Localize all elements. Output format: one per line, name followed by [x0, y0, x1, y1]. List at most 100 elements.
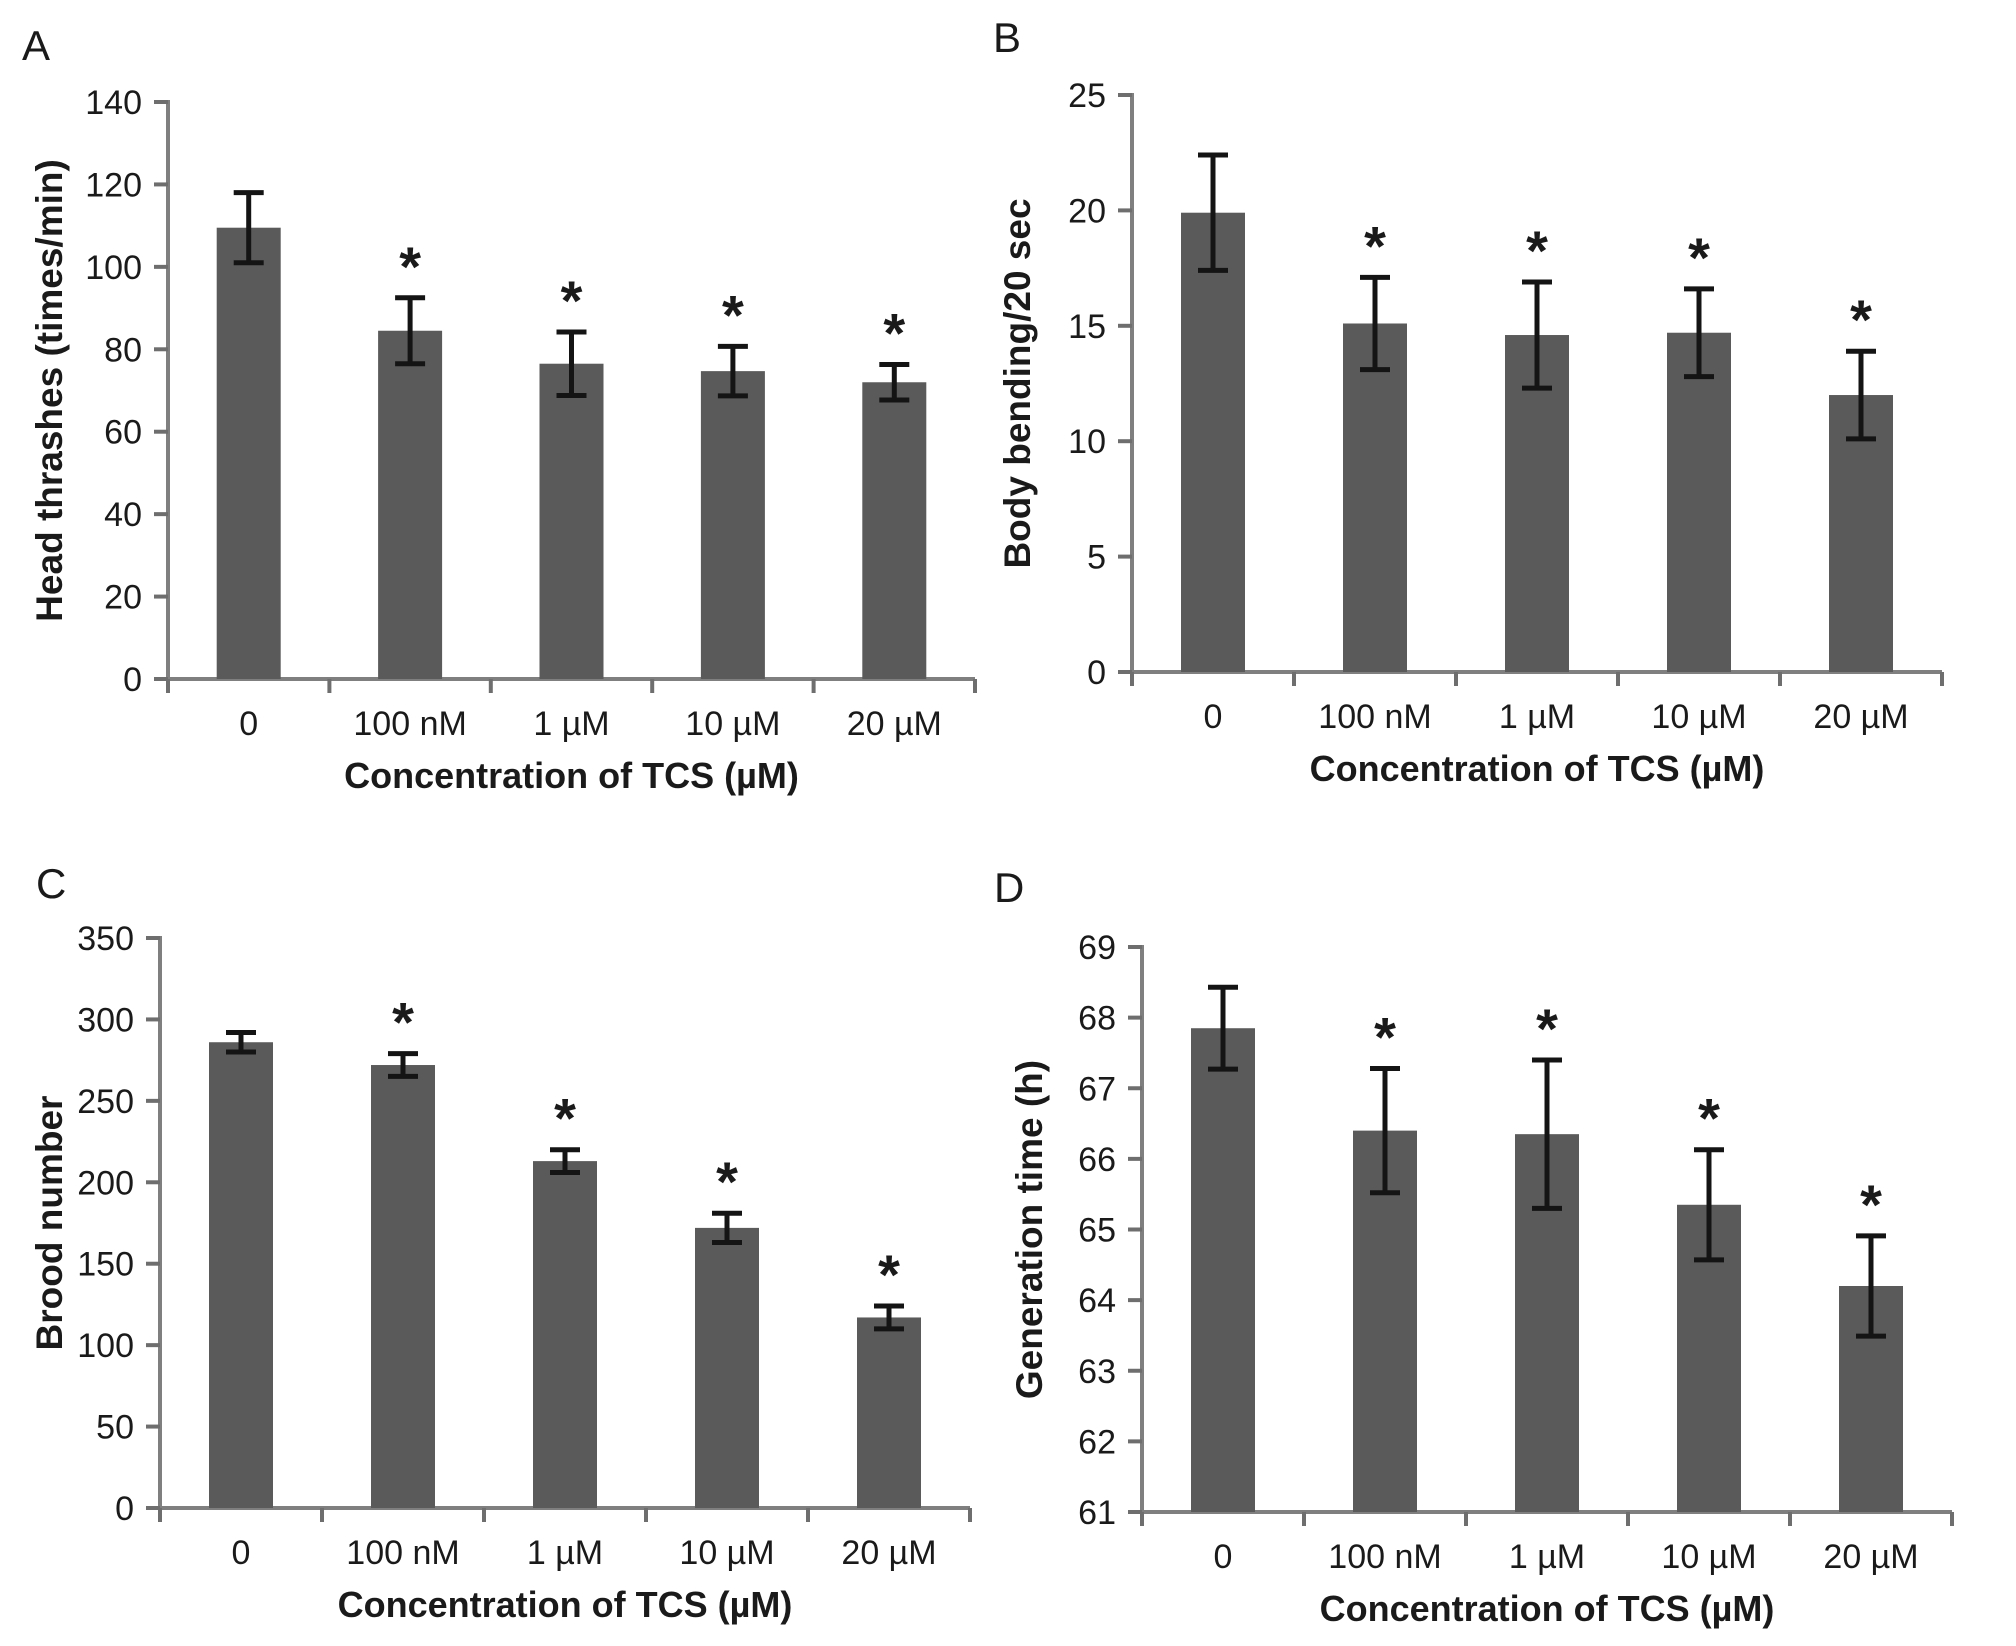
x-tick-label: 0: [232, 1534, 251, 1572]
x-tick-label: 0: [1204, 698, 1223, 736]
significance-asterisk: *: [722, 283, 744, 346]
x-tick-label: 10 µM: [679, 1534, 774, 1572]
y-tick-label: 64: [1078, 1282, 1116, 1320]
panel-letter: C: [36, 860, 66, 907]
significance-asterisk: *: [883, 302, 905, 365]
y-tick-label: 20: [104, 579, 142, 617]
x-axis-title: Concentration of TCS (µM): [1310, 748, 1765, 789]
bar-0: [209, 1042, 273, 1508]
x-tick-label: 100 nM: [346, 1534, 459, 1572]
bar-0: [1191, 1028, 1255, 1512]
x-tick-label: 20 µM: [841, 1534, 936, 1572]
bar-10 µM: [1667, 332, 1731, 672]
y-tick-label: 66: [1078, 1141, 1116, 1179]
significance-asterisk: *: [1536, 997, 1558, 1060]
x-tick-label: 100 nM: [353, 705, 466, 743]
bar-10 µM: [695, 1227, 759, 1508]
bar-1 µM: [533, 1161, 597, 1508]
x-tick-label: 0: [1214, 1538, 1233, 1576]
y-tick-label: 10: [1068, 423, 1106, 461]
panel-A: A 0 20 40 60 80 100 120 140 0 * 100 nM * 1 µM * 10 µM * 2…: [22, 22, 977, 796]
significance-asterisk: *: [1850, 288, 1872, 351]
bar-0: [1181, 212, 1245, 672]
y-tick-label: 50: [96, 1409, 134, 1447]
significance-asterisk: *: [1526, 219, 1548, 282]
x-axis-title: Concentration of TCS (µM): [1320, 1588, 1775, 1629]
x-tick-label: 100 nM: [1328, 1538, 1441, 1576]
y-axis-title: Brood number: [29, 1096, 70, 1351]
y-tick-label: 120: [85, 166, 142, 204]
y-tick-label: 100: [77, 1327, 134, 1365]
bar-10 µM: [700, 371, 765, 679]
y-tick-label: 65: [1078, 1212, 1116, 1250]
significance-asterisk: *: [1374, 1005, 1396, 1068]
y-tick-label: 300: [77, 1001, 134, 1039]
significance-asterisk: *: [1688, 226, 1710, 289]
y-tick-label: 60: [104, 414, 142, 452]
y-tick-label: 0: [1087, 654, 1106, 692]
y-tick-label: 0: [123, 661, 142, 699]
x-tick-label: 1 µM: [527, 1534, 603, 1572]
bar-20 µM: [862, 382, 927, 679]
bar-1 µM: [1505, 335, 1569, 672]
x-tick-label: 10 µM: [1651, 698, 1746, 736]
y-tick-label: 150: [77, 1246, 134, 1284]
y-tick-label: 67: [1078, 1070, 1116, 1108]
x-tick-label: 10 µM: [685, 705, 780, 743]
y-tick-label: 25: [1068, 77, 1106, 115]
x-tick-label: 1 µM: [533, 705, 609, 743]
y-tick-label: 250: [77, 1083, 134, 1121]
y-tick-label: 200: [77, 1164, 134, 1202]
significance-asterisk: *: [716, 1150, 738, 1213]
x-axis-title: Concentration of TCS (µM): [344, 755, 799, 796]
y-tick-label: 61: [1078, 1494, 1116, 1532]
significance-asterisk: *: [399, 235, 421, 298]
bar-100 nM: [378, 330, 443, 679]
x-tick-label: 20 µM: [847, 705, 942, 743]
y-tick-label: 63: [1078, 1353, 1116, 1391]
bar-100 nM: [1343, 323, 1407, 672]
bar-100 nM: [371, 1065, 435, 1508]
x-axis-title: Concentration of TCS (µM): [338, 1584, 793, 1625]
y-tick-label: 80: [104, 331, 142, 369]
x-tick-label: 20 µM: [1813, 698, 1908, 736]
y-tick-label: 15: [1068, 308, 1106, 346]
y-tick-label: 350: [77, 920, 134, 958]
y-tick-label: 5: [1087, 539, 1106, 577]
significance-asterisk: *: [1860, 1173, 1882, 1236]
significance-asterisk: *: [1698, 1087, 1720, 1150]
panel-C: C 0 50 100 150 200 250 300 350 0 * 100 nM * 1 µM * 10 µ…: [29, 860, 972, 1625]
panel-letter: B: [993, 14, 1021, 61]
y-tick-label: 69: [1078, 929, 1116, 967]
panel-letter: A: [22, 22, 50, 69]
y-tick-label: 68: [1078, 1000, 1116, 1038]
y-tick-label: 0: [115, 1490, 134, 1528]
panel-B: B 0 5 10 15 20 25 0 * 100 nM * 1 µM * 10 µM * 20 µM Conc…: [993, 14, 1944, 789]
x-tick-label: 1 µM: [1499, 698, 1575, 736]
significance-asterisk: *: [1364, 214, 1386, 277]
panel-D: D 61 62 63 64 65 66 67 68 69 0 * 100 nM * 1 µM * 10 µM * 2…: [994, 864, 1954, 1629]
significance-asterisk: *: [554, 1087, 576, 1150]
bar-20 µM: [857, 1317, 921, 1508]
x-tick-label: 1 µM: [1509, 1538, 1585, 1576]
bar-1 µM: [539, 363, 604, 679]
y-tick-label: 100: [85, 249, 142, 287]
panel-letter: D: [994, 864, 1024, 911]
y-axis-title: Head thrashes (times/min): [29, 159, 70, 622]
y-tick-label: 62: [1078, 1423, 1116, 1461]
significance-asterisk: *: [878, 1243, 900, 1306]
x-tick-label: 10 µM: [1661, 1538, 1756, 1576]
x-tick-label: 20 µM: [1823, 1538, 1918, 1576]
y-axis-title: Body bending/20 sec: [997, 198, 1038, 568]
bar-0: [216, 227, 281, 680]
significance-asterisk: *: [561, 269, 583, 332]
x-tick-label: 0: [239, 705, 258, 743]
y-tick-label: 20: [1068, 192, 1106, 230]
y-tick-label: 140: [85, 84, 142, 122]
y-tick-label: 40: [104, 496, 142, 534]
x-tick-label: 100 nM: [1318, 698, 1431, 736]
y-axis-title: Generation time (h): [1009, 1060, 1050, 1399]
significance-asterisk: *: [392, 991, 414, 1054]
